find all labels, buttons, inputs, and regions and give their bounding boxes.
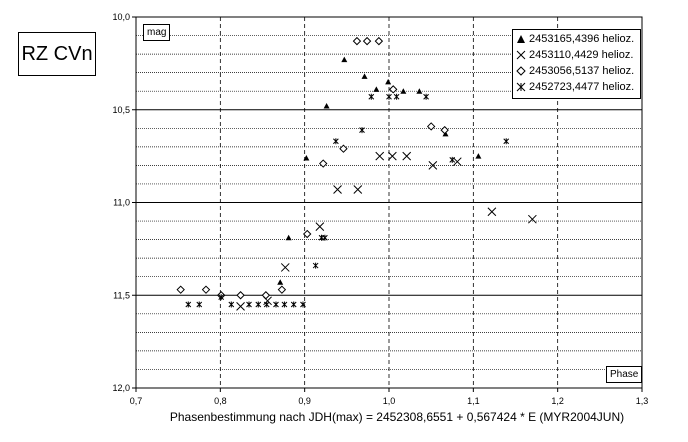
- asterisk-point: [290, 301, 297, 308]
- x-point: [402, 151, 412, 161]
- triangle-point: [373, 86, 380, 92]
- diamond-point: [176, 285, 185, 294]
- x-point: [452, 157, 462, 167]
- triangle-point: [341, 56, 348, 63]
- asterisk-point: [273, 301, 279, 308]
- x-tick-label: 1,3: [636, 396, 649, 406]
- asterisk-point: [281, 301, 288, 308]
- triangle-point: [416, 88, 423, 94]
- series-group: [236, 151, 537, 311]
- x-marker-icon: [516, 50, 526, 60]
- y-tick-label: 10,5: [112, 105, 130, 115]
- asterisk-point: [359, 127, 365, 134]
- legend-label: 2453110,4429 helioz.: [529, 49, 634, 61]
- y-tick-label: 12,0: [112, 383, 130, 393]
- star-name-label: RZ CVn: [18, 32, 96, 76]
- y-axis-label: mag: [143, 24, 171, 41]
- triangle-point: [277, 279, 284, 285]
- triangle-point: [285, 234, 292, 241]
- diamond-point: [426, 122, 436, 131]
- x-tick-label: 0,7: [130, 396, 143, 406]
- x-axis-label-text: Phase: [610, 369, 639, 380]
- triangle-point: [303, 154, 310, 161]
- asterisk-point: [255, 301, 262, 308]
- legend-label: 2453165,4396 helioz.: [529, 33, 635, 45]
- asterisk-point: [246, 301, 252, 308]
- asterisk-point: [393, 93, 400, 100]
- diamond-point: [201, 285, 211, 294]
- asterisk-point: [312, 262, 319, 269]
- legend-entry: 2453110,4429 helioz.: [513, 47, 640, 63]
- asterisk-point: [263, 301, 270, 308]
- x-tick-label: 1,1: [467, 396, 480, 406]
- asterisk-point: [196, 301, 203, 308]
- diamond-point: [302, 229, 312, 239]
- legend: 2453165,4396 helioz. 2453110,4429 helioz…: [512, 29, 641, 99]
- x-point: [280, 263, 290, 272]
- asterisk-point: [300, 301, 306, 308]
- chart-axes: [132, 16, 643, 392]
- y-tick-label: 11,0: [113, 198, 130, 208]
- triangle-point: [442, 130, 449, 137]
- x-axis-label: Phase: [606, 366, 643, 383]
- legend-entry: 2453165,4396 helioz.: [513, 31, 640, 47]
- x-tick-label: 0,8: [214, 396, 227, 406]
- x-tick-label: 0,9: [298, 396, 311, 406]
- y-tick-label: 11,5: [113, 290, 130, 300]
- triangle-point: [385, 78, 392, 85]
- legend-entry: 2452723,4477 helioz.: [513, 79, 640, 95]
- diamond-marker-icon: [516, 66, 526, 76]
- diamond-point: [277, 285, 287, 294]
- x-tick-label: 1,0: [383, 396, 396, 406]
- series-group: [185, 93, 510, 308]
- asterisk-point: [423, 93, 429, 100]
- x-axis-caption: Phasenbestimmung nach JDH(max) = 2452308…: [170, 410, 624, 424]
- diamond-point: [389, 85, 398, 94]
- y-axis-label-text: mag: [147, 27, 167, 38]
- x-tick-label: 1,2: [551, 396, 564, 406]
- triangle-point: [475, 153, 482, 159]
- asterisk-point: [333, 138, 339, 145]
- asterisk-marker-icon: [516, 82, 526, 92]
- asterisk-point: [228, 301, 235, 308]
- triangle-point: [400, 88, 407, 94]
- asterisk-point: [386, 93, 392, 100]
- diamond-point: [236, 291, 245, 300]
- data-points: [176, 36, 537, 311]
- diamond-point: [352, 36, 362, 46]
- tick-labels: 10,0 10,5 11,0 11,5 12,00,7 0,8 0,9 1,0 1,1 1,2 1,…: [112, 12, 648, 406]
- x-point: [236, 302, 245, 311]
- diamond-point: [319, 159, 328, 168]
- asterisk-point: [368, 93, 375, 100]
- x-point: [428, 161, 438, 170]
- diamond-point: [362, 36, 372, 46]
- series-group: [176, 36, 449, 300]
- y-tick-label: 10,0: [112, 12, 130, 22]
- x-point: [528, 214, 537, 224]
- triangle-point: [361, 73, 368, 79]
- series-group: [277, 56, 482, 285]
- star-name-text: RZ CVn: [21, 42, 93, 65]
- x-point: [388, 151, 397, 161]
- x-point: [315, 222, 325, 231]
- asterisk-point: [218, 294, 225, 301]
- diamond-point: [440, 125, 449, 135]
- diamond-point: [339, 144, 348, 153]
- x-point: [375, 151, 385, 161]
- legend-label: 2452723,4477 helioz.: [529, 81, 635, 93]
- diamond-point: [374, 36, 384, 46]
- triangle-point: [323, 103, 330, 109]
- asterisk-point: [185, 301, 192, 308]
- x-point: [333, 185, 342, 194]
- x-point: [353, 185, 363, 194]
- x-point: [487, 207, 497, 217]
- diamond-point: [261, 291, 271, 300]
- asterisk-point: [503, 138, 510, 145]
- legend-entry: 2453056,5137 helioz.: [513, 63, 640, 79]
- asterisk-point: [322, 234, 328, 241]
- triangle-marker-icon: [517, 35, 525, 43]
- asterisk-point: [449, 156, 456, 163]
- legend-label: 2453056,5137 helioz.: [529, 65, 635, 77]
